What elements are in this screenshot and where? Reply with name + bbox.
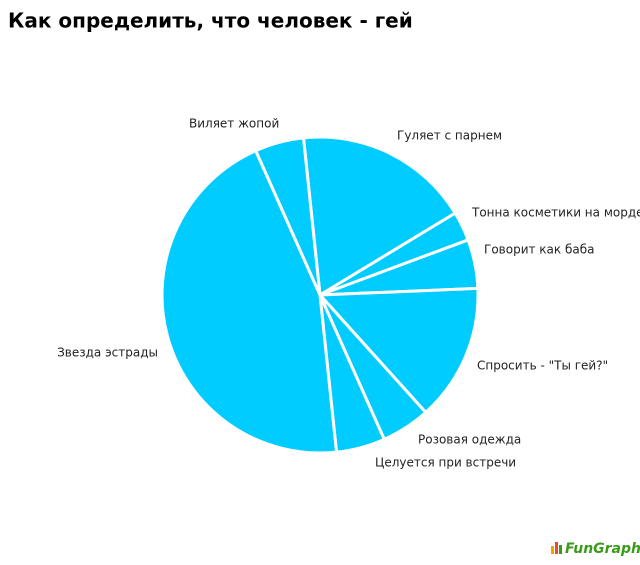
slice-label: Розовая одежда <box>418 433 521 447</box>
slice-label: Целуется при встречи <box>375 456 516 470</box>
pie-slice <box>160 148 339 455</box>
slice-label: Тонна косметики на морде <box>471 206 640 220</box>
slice-label: Спросить - "Ты гей?" <box>477 359 608 373</box>
slice-label: Говорит как баба <box>484 243 594 257</box>
slice-label: Виляет жопой <box>189 117 279 131</box>
pie-slice <box>301 135 458 298</box>
watermark-logo <box>551 542 562 554</box>
pie-slice <box>316 286 480 415</box>
slice-label: Гуляет с парнем <box>397 129 502 143</box>
slice-label: Звезда эстрады <box>57 346 158 360</box>
pie-slice <box>253 136 322 296</box>
watermark: FunGraph <box>565 541 640 557</box>
chart-title: Как определить, что человек - гей <box>8 9 413 33</box>
